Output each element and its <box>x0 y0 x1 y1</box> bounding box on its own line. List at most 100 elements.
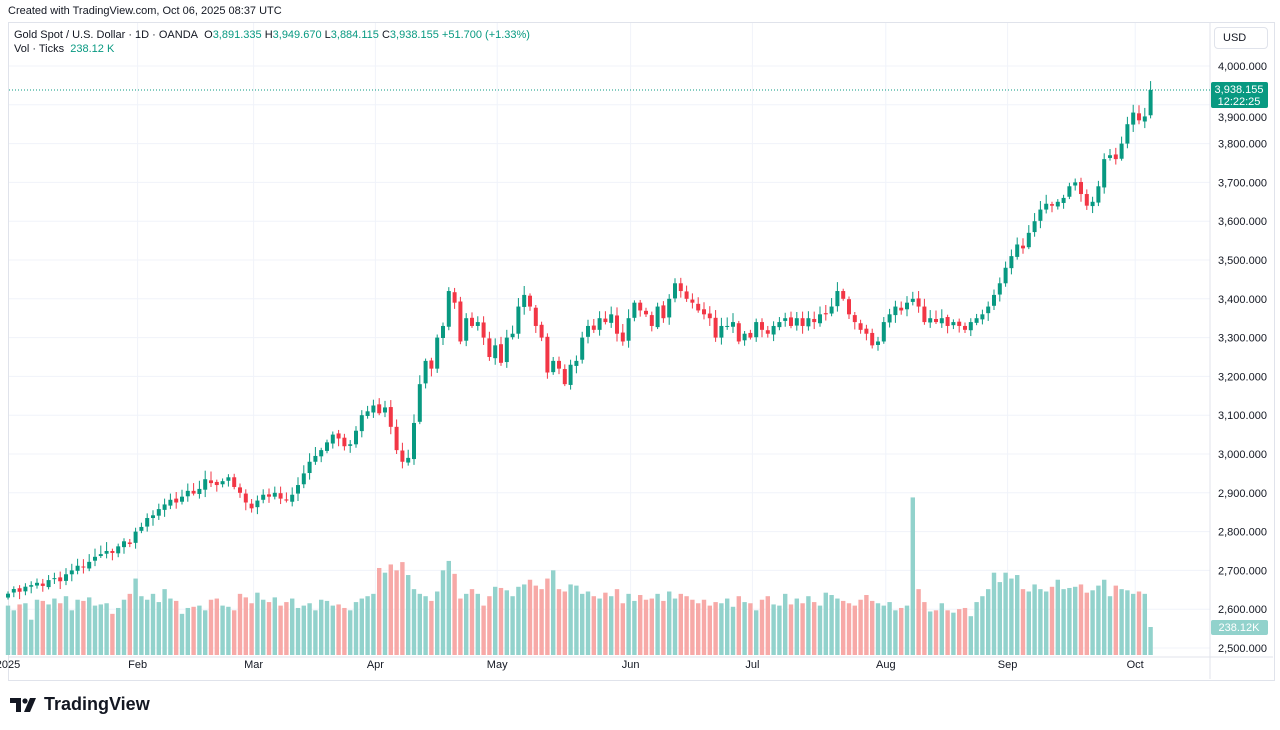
candle-body[interactable] <box>17 588 22 592</box>
candle-body[interactable] <box>760 322 764 330</box>
candle-body[interactable] <box>1073 182 1078 186</box>
candle-body[interactable] <box>151 515 155 519</box>
candle-body[interactable] <box>1137 113 1141 121</box>
candle-body[interactable] <box>87 561 92 569</box>
candle-body[interactable] <box>881 322 886 342</box>
candle-body[interactable] <box>702 309 706 315</box>
candle-body[interactable] <box>812 318 817 323</box>
candle-body[interactable] <box>986 306 991 314</box>
candle-body[interactable] <box>429 360 434 369</box>
candle-body[interactable] <box>226 477 231 481</box>
candle-body[interactable] <box>400 450 405 462</box>
candle-body[interactable] <box>562 369 567 385</box>
candle-body[interactable] <box>632 302 637 318</box>
candle-body[interactable] <box>835 291 840 307</box>
candle-body[interactable] <box>794 318 799 326</box>
candle-body[interactable] <box>667 298 672 318</box>
candle-body[interactable] <box>116 546 121 554</box>
candle-body[interactable] <box>557 360 561 369</box>
candle-body[interactable] <box>267 494 271 497</box>
candle-body[interactable] <box>156 509 161 516</box>
candle-body[interactable] <box>185 490 190 497</box>
candle-body[interactable] <box>412 422 416 460</box>
candle-body[interactable] <box>707 313 712 319</box>
candle-body[interactable] <box>997 283 1002 295</box>
candle-body[interactable] <box>203 479 208 490</box>
candle-body[interactable] <box>162 504 167 510</box>
candle-body[interactable] <box>214 481 219 486</box>
candle-body[interactable] <box>504 337 509 363</box>
candle-body[interactable] <box>452 292 457 303</box>
candle-body[interactable] <box>1038 209 1043 221</box>
candle-body[interactable] <box>255 500 260 508</box>
candle-body[interactable] <box>818 314 822 324</box>
candle-body[interactable] <box>742 333 747 341</box>
candle-body[interactable] <box>6 593 10 598</box>
candle-body[interactable] <box>383 407 387 413</box>
candle-body[interactable] <box>475 322 480 326</box>
candle-body[interactable] <box>330 434 335 444</box>
candle-body[interactable] <box>354 430 358 445</box>
candle-body[interactable] <box>348 444 353 446</box>
candle-body[interactable] <box>481 322 486 338</box>
candle-body[interactable] <box>870 332 875 346</box>
candle-body[interactable] <box>81 566 86 568</box>
candle-body[interactable] <box>104 551 109 554</box>
candle-body[interactable] <box>243 493 248 503</box>
candle-body[interactable] <box>487 338 492 357</box>
candle-body[interactable] <box>696 303 701 311</box>
candle-body[interactable] <box>748 332 753 338</box>
candle-body[interactable] <box>678 283 683 292</box>
candle-body[interactable] <box>1108 155 1112 158</box>
candle-body[interactable] <box>644 310 648 315</box>
candle-body[interactable] <box>1050 204 1054 206</box>
candle-body[interactable] <box>974 318 979 323</box>
candle-body[interactable] <box>377 404 382 414</box>
candle-body[interactable] <box>1148 89 1153 116</box>
candle-body[interactable] <box>290 494 295 502</box>
candle-body[interactable] <box>783 318 788 321</box>
candle-body[interactable] <box>174 498 179 503</box>
candle-body[interactable] <box>568 364 573 385</box>
candle-body[interactable] <box>359 415 364 432</box>
candle-body[interactable] <box>1079 182 1083 195</box>
candle-body[interactable] <box>580 337 585 360</box>
candle-body[interactable] <box>406 457 411 463</box>
candle-body[interactable] <box>916 298 921 307</box>
candle-body[interactable] <box>690 299 695 303</box>
candle-body[interactable] <box>968 322 973 331</box>
candle-body[interactable] <box>1131 112 1136 125</box>
candle-body[interactable] <box>145 518 150 527</box>
candle-body[interactable] <box>754 322 759 338</box>
candle-body[interactable] <box>470 317 474 326</box>
candle-body[interactable] <box>522 294 527 307</box>
candle-body[interactable] <box>1067 186 1072 197</box>
candle-body[interactable] <box>899 307 904 311</box>
candle-body[interactable] <box>98 554 103 557</box>
candle-body[interactable] <box>249 503 254 509</box>
candle-body[interactable] <box>139 526 144 531</box>
candle-body[interactable] <box>638 302 643 311</box>
candle-body[interactable] <box>197 488 202 494</box>
candle-body[interactable] <box>1032 221 1037 233</box>
candle-body[interactable] <box>928 318 933 323</box>
candle-body[interactable] <box>673 283 677 299</box>
candle-body[interactable] <box>64 574 68 581</box>
candle-body[interactable] <box>1026 232 1031 248</box>
candle-body[interactable] <box>725 325 730 327</box>
candle-body[interactable] <box>963 325 967 330</box>
candle-body[interactable] <box>893 306 898 316</box>
candle-body[interactable] <box>40 583 45 586</box>
candle-body[interactable] <box>11 589 16 593</box>
candle-body[interactable] <box>1084 194 1089 206</box>
candle-body[interactable] <box>939 318 944 324</box>
candle-body[interactable] <box>876 341 880 345</box>
candle-body[interactable] <box>180 496 184 502</box>
candle-body[interactable] <box>806 318 811 327</box>
candle-body[interactable] <box>992 294 996 306</box>
candle-body[interactable] <box>1119 143 1124 159</box>
candle-body[interactable] <box>1102 159 1107 188</box>
candle-body[interactable] <box>1055 201 1060 207</box>
candle-body[interactable] <box>371 405 376 413</box>
candle-body[interactable] <box>23 586 28 592</box>
